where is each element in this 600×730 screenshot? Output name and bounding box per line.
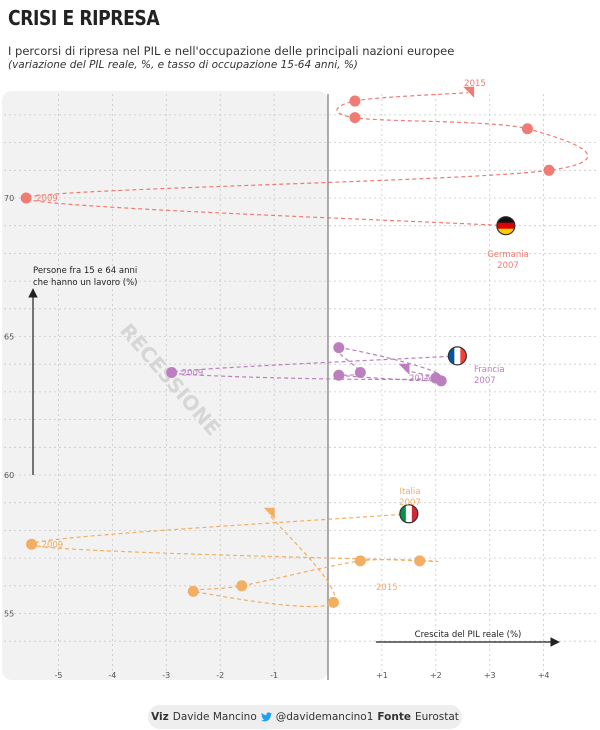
credits-bar: Viz Davide Mancino @davidemancino1 Fonte… [148, 705, 462, 729]
data-point [166, 367, 178, 379]
data-point [333, 369, 345, 381]
germany-flag-icon [496, 216, 516, 236]
author-name: Davide Mancino [172, 711, 257, 723]
source-name: Eurostat [414, 711, 459, 723]
y-axis-label-line1: Persone fra 15 e 64 anni [33, 266, 137, 276]
france-flag-icon [447, 346, 467, 366]
end-point-2015 [398, 363, 410, 375]
country-label: Francia [474, 365, 505, 375]
italy-flag-icon [399, 504, 419, 524]
start-year-label: 2007 [399, 498, 421, 508]
data-point [543, 164, 555, 176]
x-tick-label: -2 [216, 671, 224, 680]
chart-units-note: (variazione del PIL reale, %, e tasso di… [8, 59, 358, 71]
x-tick-label: +1 [376, 671, 388, 680]
y-tick-label: 70 [4, 194, 14, 203]
series-path [30, 513, 439, 608]
end-year-label: 2015 [464, 79, 486, 89]
x-tick-label: -5 [55, 671, 63, 680]
low-year-label: 2009 [36, 194, 58, 204]
chart-subtitle: I percorsi di ripresa nel PIL e nell'occ… [8, 44, 455, 58]
start-year-label: 2007 [474, 376, 496, 386]
data-point [414, 555, 426, 567]
x-tick-label: -4 [108, 671, 116, 680]
end-year-label: 2015 [409, 374, 431, 384]
data-point [435, 375, 447, 387]
chart-title: CRISI E RIPRESA [8, 6, 160, 30]
x-axis-label: Crescita del PIL reale (%) [415, 630, 522, 640]
viz-label: Viz [151, 711, 169, 723]
country-label: Italia [400, 487, 421, 497]
data-point [521, 123, 533, 135]
x-tick-label: +2 [430, 671, 442, 680]
source-label: Fonte [377, 711, 411, 723]
y-tick-label: 60 [4, 471, 14, 480]
twitter-handle: @davidemancino1 [275, 711, 374, 723]
data-point [333, 342, 345, 354]
end-point-2015 [263, 507, 275, 519]
y-axis-label-line2: che hanno un lavoro (%) [33, 278, 137, 288]
data-point [349, 112, 361, 124]
x-tick-label: +4 [538, 671, 550, 680]
country-label: Germania [487, 250, 529, 260]
data-point [354, 555, 366, 567]
y-tick-label: 65 [4, 333, 14, 342]
x-tick-label: -3 [162, 671, 170, 680]
low-year-label: 2009 [42, 540, 64, 550]
data-point [327, 596, 339, 608]
start-year-label: 2007 [497, 261, 519, 271]
end-year-label: 2015 [376, 583, 398, 593]
twitter-bird-icon [260, 712, 272, 722]
data-point [187, 585, 199, 597]
end-point-2015 [463, 86, 475, 98]
x-tick-label: +3 [484, 671, 496, 680]
data-point [354, 367, 366, 379]
data-point [26, 538, 38, 550]
data-point [349, 95, 361, 107]
low-year-label: 2009 [182, 369, 204, 379]
data-point [20, 192, 32, 204]
recession-band [2, 91, 328, 680]
series-path [171, 346, 458, 382]
y-tick-label: 55 [4, 610, 14, 619]
data-point [236, 580, 248, 592]
x-tick-label: -1 [270, 671, 278, 680]
series-path [25, 92, 589, 227]
